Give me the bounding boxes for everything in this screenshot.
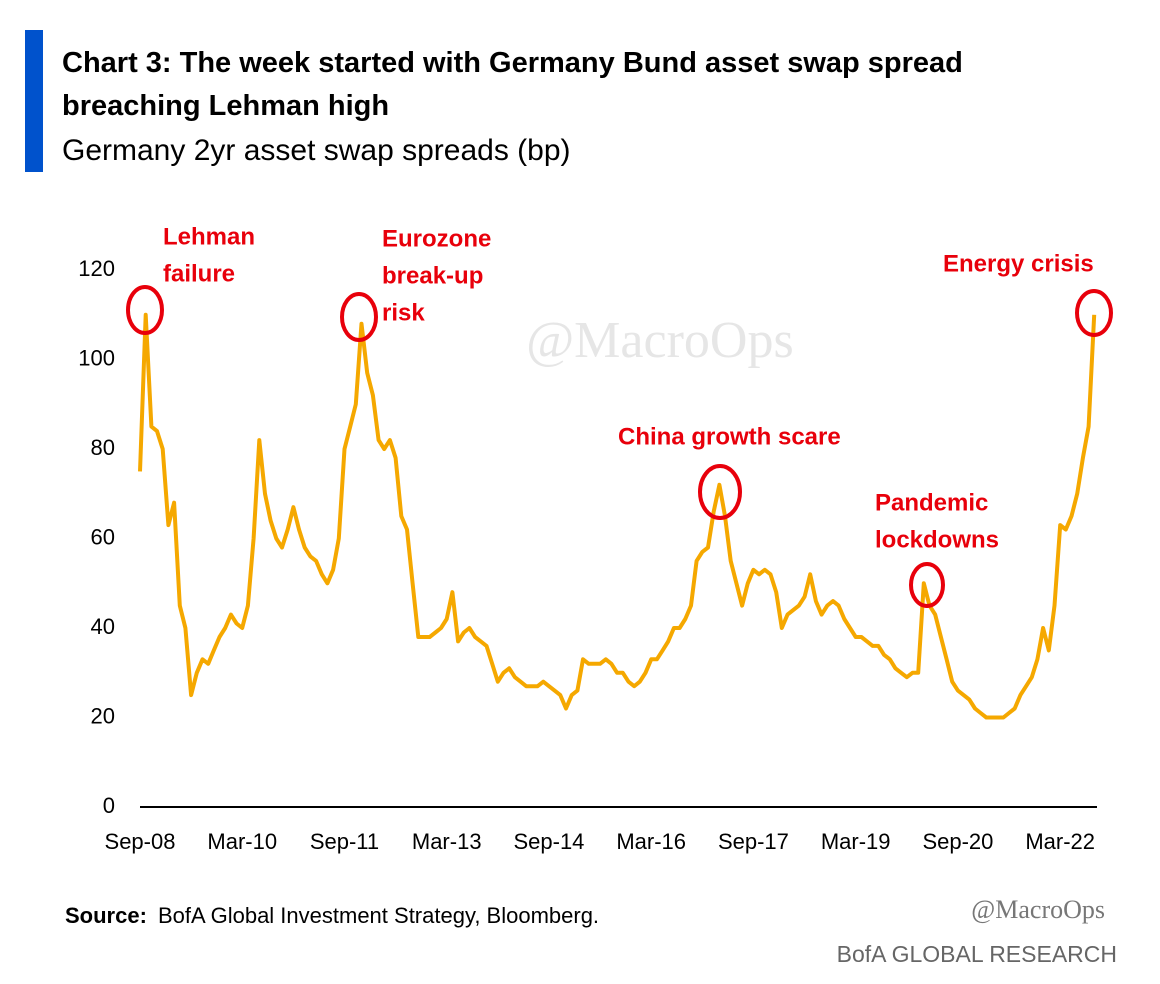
highlight-circle [909,562,945,608]
x-tick-label: Sep-11 [310,829,379,854]
title: Chart 3: The week started with Germany B… [62,47,963,122]
highlight-circle [126,285,164,335]
x-tick-label: Mar-16 [616,829,686,854]
x-tick-label: Sep-14 [513,829,584,854]
y-tick-label: 80 [91,435,115,460]
x-tick-label: Mar-10 [207,829,277,854]
x-tick-label: Sep-08 [105,829,176,854]
x-tick-label: Mar-22 [1025,829,1095,854]
data-line [138,312,1097,720]
watermark: @MacroOps [526,312,793,369]
annotation: risk [382,299,425,326]
source: BofA Global Investment Strategy, Bloombe… [158,903,600,928]
y-tick-label: 100 [78,345,115,370]
annotation: failure [163,260,235,287]
highlight-circle [340,292,378,342]
annotation: Eurozone [382,225,491,252]
annotation: Pandemic [875,489,988,516]
accent-bar [25,30,43,172]
x-tick-label: Mar-13 [412,829,482,854]
y-tick-label: 20 [91,703,115,728]
x-tick-label: Sep-20 [922,829,993,854]
annotation: break-up [382,262,483,289]
annotation: Energy crisis [943,250,1094,277]
watermark-small: @MacroOps [971,895,1105,924]
annotation: Lehman [163,223,255,250]
annotation: lockdowns [875,526,999,553]
highlight-circle [698,464,742,520]
y-tick-label: 40 [91,614,115,639]
y-tick-label: 0 [103,793,115,818]
subtitle: Germany 2yr asset swap spreads (bp) [62,134,571,167]
y-tick-label: 60 [91,524,115,549]
brand: BofA GLOBAL RESEARCH [836,941,1117,967]
y-tick-label: 120 [78,256,115,281]
x-tick-label: Mar-19 [821,829,891,854]
highlight-circle [1075,289,1113,337]
annotation: China growth scare [618,423,841,450]
source-label: Source: [65,903,147,928]
x-tick-label: Sep-17 [718,829,789,854]
